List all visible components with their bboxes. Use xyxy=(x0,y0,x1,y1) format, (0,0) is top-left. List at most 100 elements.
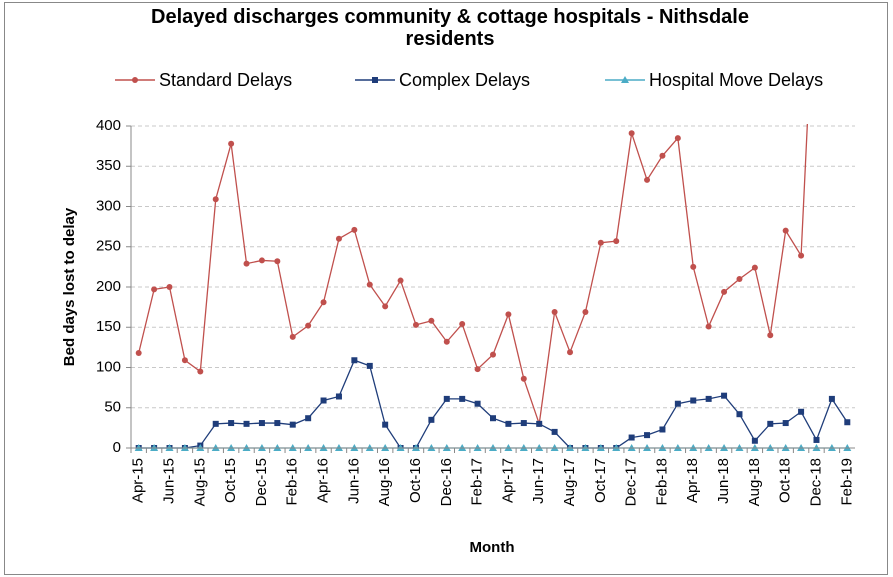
series-line xyxy=(138,359,848,449)
data-point xyxy=(243,420,250,427)
x-tick-label: Jun-18 xyxy=(715,458,732,504)
data-point xyxy=(366,362,373,369)
grid xyxy=(131,125,855,409)
y-tick-label: 200 xyxy=(96,278,121,295)
legend-label: Standard Delays xyxy=(159,70,292,90)
legend-label: Complex Delays xyxy=(399,70,530,90)
x-tick-label: Feb-16 xyxy=(284,458,301,506)
data-point xyxy=(351,357,358,364)
data-point xyxy=(382,303,389,310)
legend-marker xyxy=(621,76,629,83)
data-point xyxy=(428,416,435,423)
x-tick-label: Aug-16 xyxy=(376,458,393,506)
data-point xyxy=(335,393,342,400)
legend-marker xyxy=(372,77,378,83)
data-point xyxy=(274,420,281,427)
data-point xyxy=(474,366,481,373)
y-tick-label: 0 xyxy=(113,439,121,456)
data-point xyxy=(844,59,850,65)
x-tick-label: Dec-17 xyxy=(623,458,640,506)
data-point xyxy=(305,322,312,329)
data-point xyxy=(228,420,235,427)
data-point xyxy=(274,258,281,265)
x-tick-label: Dec-18 xyxy=(807,458,824,506)
x-tick-label: Oct-18 xyxy=(777,458,794,503)
data-point xyxy=(258,257,265,264)
x-tick-label: Oct-15 xyxy=(222,458,239,503)
x-tick-label: Aug-15 xyxy=(191,458,208,506)
x-tick-label: Oct-16 xyxy=(407,458,424,503)
data-point xyxy=(459,395,466,402)
x-tick-label: Oct-17 xyxy=(592,458,609,503)
x-tick-label: Dec-15 xyxy=(253,458,270,506)
data-point xyxy=(705,323,712,330)
data-point xyxy=(151,286,158,293)
data-point xyxy=(813,436,820,443)
data-point xyxy=(551,308,558,315)
x-tick-label: Feb-18 xyxy=(653,458,670,506)
data-point xyxy=(736,275,743,282)
data-point xyxy=(736,411,743,418)
data-point xyxy=(767,332,774,339)
data-point xyxy=(567,349,574,356)
data-point xyxy=(751,264,758,271)
x-tick-label: Jun-17 xyxy=(530,458,547,504)
x-tick-label: Dec-16 xyxy=(438,458,455,506)
data-point xyxy=(135,350,142,357)
data-point xyxy=(243,260,250,267)
data-point xyxy=(644,432,651,439)
data-point xyxy=(459,321,466,328)
chart-title: Delayed discharges community & cottage h… xyxy=(151,6,749,50)
data-point xyxy=(320,397,327,404)
data-point xyxy=(320,299,327,306)
y-tick-label: 300 xyxy=(96,197,121,214)
x-tick-label: Apr-16 xyxy=(315,458,332,503)
data-point xyxy=(644,176,651,183)
data-point xyxy=(351,226,358,233)
x-axis-label: Month xyxy=(470,539,515,556)
data-point xyxy=(628,130,635,137)
data-point xyxy=(705,395,712,402)
data-point xyxy=(798,408,805,415)
y-tick-label: 150 xyxy=(96,318,121,335)
data-point xyxy=(721,288,728,295)
y-axis-label: Bed days lost to delay xyxy=(61,207,78,366)
data-point xyxy=(212,196,219,203)
data-point xyxy=(536,420,543,427)
data-point xyxy=(305,415,312,422)
legend-marker xyxy=(132,77,138,83)
data-point xyxy=(828,395,835,402)
data-point xyxy=(335,235,342,242)
x-tick-label: Feb-19 xyxy=(838,458,855,506)
data-point xyxy=(505,311,512,318)
data-point xyxy=(520,375,527,382)
data-point xyxy=(258,420,265,427)
y-tick-label: 100 xyxy=(96,358,121,375)
data-point xyxy=(721,392,728,399)
data-point xyxy=(829,26,835,32)
data-point xyxy=(782,420,789,427)
data-point xyxy=(228,140,235,147)
data-point xyxy=(690,397,697,404)
data-point xyxy=(659,152,666,159)
x-tick-label: Apr-17 xyxy=(499,458,516,503)
data-point xyxy=(443,395,450,402)
data-point xyxy=(767,420,774,427)
x-tick-label: Feb-17 xyxy=(469,458,486,506)
y-tick-label: 50 xyxy=(104,399,121,416)
data-point xyxy=(474,400,481,407)
data-point xyxy=(366,281,373,288)
data-point xyxy=(582,308,589,315)
x-tick-label: Jun-15 xyxy=(160,458,177,504)
x-tick-label: Apr-18 xyxy=(684,458,701,503)
x-tick-label: Aug-18 xyxy=(746,458,763,506)
data-point xyxy=(166,284,173,290)
data-point xyxy=(798,252,805,259)
data-point xyxy=(844,419,851,426)
data-point xyxy=(690,263,697,270)
data-point xyxy=(382,421,389,428)
data-point xyxy=(490,351,496,358)
y-tick-label: 250 xyxy=(96,238,121,255)
